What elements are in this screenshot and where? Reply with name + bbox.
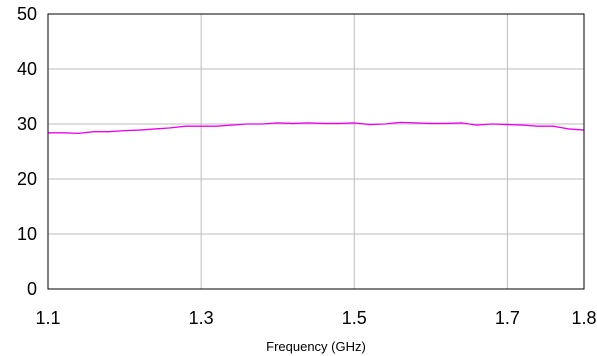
x-axis-ticks: 1.1 1.3 1.5 1.7 1.8 — [35, 308, 596, 328]
grid-layer — [48, 14, 584, 289]
series-layer — [48, 121, 585, 135]
y-tick-label: 50 — [17, 4, 37, 24]
y-tick-label: 40 — [17, 59, 37, 79]
x-axis-title: Frequency (GHz) — [266, 339, 366, 354]
x-tick-label: 1.5 — [342, 308, 367, 328]
x-tick-label: 1.7 — [495, 308, 520, 328]
y-tick-label: 30 — [17, 114, 37, 134]
y-tick-label: 20 — [17, 169, 37, 189]
x-tick-label: 1.8 — [571, 308, 596, 328]
series-line — [48, 121, 585, 135]
x-tick-label: 1.1 — [35, 308, 60, 328]
x-tick-label: 1.3 — [189, 308, 214, 328]
plot-frame — [47, 13, 585, 290]
y-tick-label: 10 — [17, 224, 37, 244]
y-tick-label: 0 — [27, 279, 37, 299]
y-axis-ticks: 0 10 20 30 40 50 — [17, 4, 37, 299]
